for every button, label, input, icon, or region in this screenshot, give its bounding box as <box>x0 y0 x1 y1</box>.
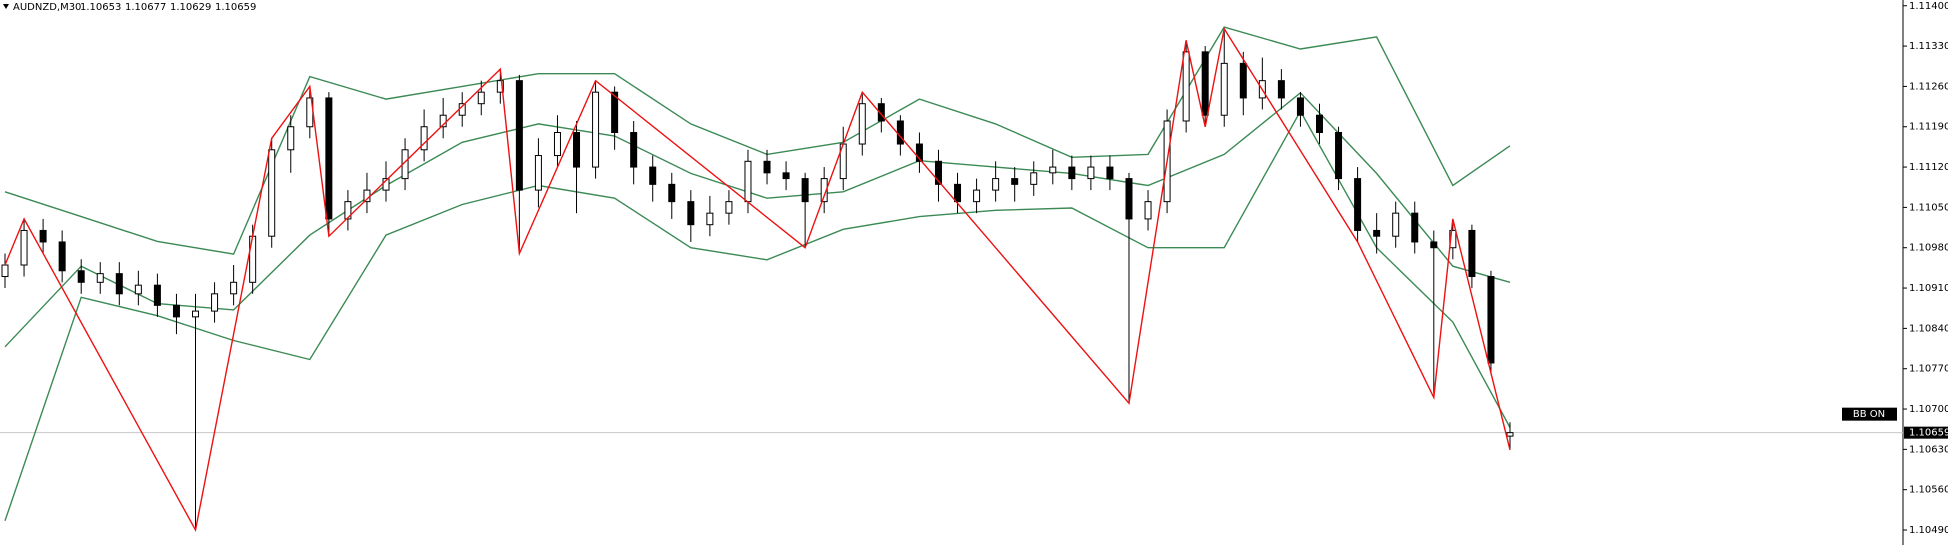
candle-body <box>1144 201 1152 220</box>
y-tick-label: 1.11120 <box>1909 162 1948 173</box>
symbol: AUDNZD,M30 <box>13 2 81 13</box>
candle-body <box>496 80 504 93</box>
candle-body <box>801 178 809 203</box>
y-tick-label: 1.11260 <box>1909 81 1948 92</box>
candle-body <box>325 97 333 220</box>
candle-body <box>1335 132 1343 180</box>
candle-body <box>1068 166 1076 180</box>
candle-body <box>934 160 942 185</box>
candle-body <box>1239 62 1247 99</box>
candle-body <box>820 178 828 203</box>
candle-body <box>992 178 1000 191</box>
candle-body <box>153 284 161 306</box>
menu-arrow[interactable] <box>3 4 9 9</box>
candle-body <box>630 132 638 168</box>
candle-body <box>611 91 619 134</box>
candle-body <box>1449 229 1457 249</box>
candle-body <box>744 160 752 203</box>
candle-body <box>1087 166 1095 180</box>
ohlc-open: 1.10653 <box>80 2 121 13</box>
y-tick-label: 1.11330 <box>1909 41 1948 52</box>
ohlc-high: 1.10677 <box>125 2 166 13</box>
candle-body <box>1315 114 1323 134</box>
candle-body <box>1182 51 1190 122</box>
candle-body <box>1354 178 1362 231</box>
y-tick-label: 1.11190 <box>1909 122 1948 133</box>
candle-body <box>96 273 104 283</box>
y-tick-label: 1.10770 <box>1909 364 1948 375</box>
candle-body <box>287 126 295 151</box>
candle-body <box>1030 172 1038 185</box>
candle-body <box>1468 229 1476 278</box>
indicator-label: BB ON <box>1853 409 1885 420</box>
candle-body <box>249 235 257 283</box>
bollinger-lower <box>4 109 1511 522</box>
candle-body <box>1049 166 1057 174</box>
candle-body <box>1106 166 1114 180</box>
candle-body <box>1392 212 1400 237</box>
candle-body <box>77 270 85 283</box>
candle-body <box>20 229 28 266</box>
ohlc-low: 1.10629 <box>170 2 211 13</box>
candle-body <box>687 201 695 226</box>
candle-body <box>344 201 352 220</box>
candle-body <box>1430 241 1438 249</box>
y-tick-label: 1.10700 <box>1909 404 1948 415</box>
y-tick-label: 1.11400 <box>1909 1 1948 12</box>
y-tick-label: 1.10630 <box>1909 444 1948 455</box>
candle-body <box>1 264 9 278</box>
candle-body <box>39 229 47 243</box>
candle-body <box>706 212 714 226</box>
bollinger-middle <box>4 91 1511 348</box>
y-tick-label: 1.10490 <box>1909 525 1948 536</box>
candle-body <box>954 183 962 203</box>
candle-body <box>649 166 657 185</box>
candle-body <box>477 91 485 105</box>
candle-body <box>1411 212 1419 243</box>
candle-body <box>1220 62 1228 116</box>
candle-body <box>115 273 123 295</box>
ohlc-close: 1.10659 <box>215 2 256 13</box>
candle-body <box>1011 178 1019 185</box>
candle-body <box>553 132 561 157</box>
candle-body <box>725 201 733 214</box>
candle-body <box>211 293 219 312</box>
candle-body <box>858 103 866 145</box>
price-label: 1.10659 <box>1909 428 1948 439</box>
candle-body <box>58 241 66 272</box>
candle-body <box>515 80 523 191</box>
candle-body <box>192 310 200 318</box>
candle-body <box>1506 432 1514 437</box>
candle-body <box>1201 51 1209 116</box>
y-tick-label: 1.10840 <box>1909 323 1948 334</box>
price-label-bg <box>1904 426 1948 439</box>
indicator-badge <box>1842 407 1897 421</box>
candle-body <box>592 91 600 168</box>
candle-body <box>573 132 581 168</box>
y-tick-label: 1.11050 <box>1909 202 1948 213</box>
candle-body <box>896 120 904 145</box>
zigzag <box>4 26 1511 533</box>
candle-body <box>1296 97 1304 116</box>
candle-body <box>534 155 542 191</box>
candle-body <box>1277 80 1285 99</box>
candle-body <box>268 149 276 237</box>
candle-body <box>877 103 885 122</box>
candle-body <box>763 160 771 174</box>
candle-body <box>134 284 142 295</box>
candle-body <box>782 172 790 180</box>
candle-body <box>973 189 981 203</box>
y-tick-label: 1.10560 <box>1909 485 1948 496</box>
candle-body <box>668 183 676 203</box>
candle-body <box>1487 276 1495 364</box>
candle-body <box>1125 178 1133 220</box>
candle-body <box>230 281 238 295</box>
candle-body <box>1373 229 1381 237</box>
y-tick-label: 1.10910 <box>1909 283 1948 294</box>
candle-body <box>915 143 923 162</box>
candle-body <box>420 126 428 151</box>
candle-body <box>172 304 180 318</box>
y-tick-label: 1.10980 <box>1909 243 1948 254</box>
